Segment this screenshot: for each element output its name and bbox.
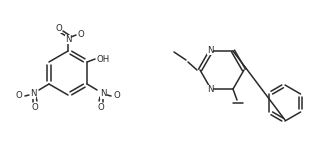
Text: N: N [65, 34, 71, 44]
Text: N: N [30, 90, 36, 99]
Text: O: O [32, 103, 38, 111]
Text: N: N [100, 90, 106, 99]
Text: N: N [207, 46, 213, 56]
Text: O: O [77, 29, 84, 38]
Text: O: O [56, 24, 62, 33]
Text: O: O [114, 91, 120, 100]
Text: O: O [16, 91, 22, 100]
Text: O: O [98, 103, 104, 111]
Text: N: N [207, 85, 213, 94]
Text: OH: OH [96, 54, 110, 63]
